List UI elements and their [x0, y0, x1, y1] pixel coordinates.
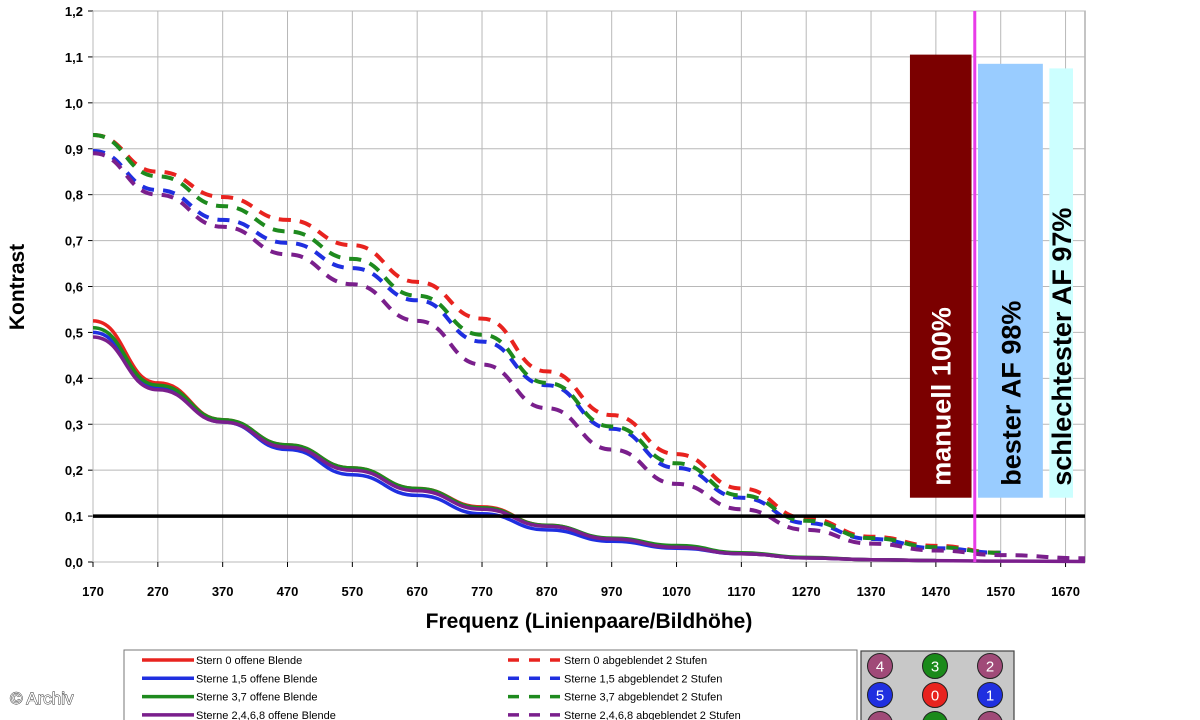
y-tick-label: 1,0	[65, 96, 83, 111]
legend-label: Sterne 1,5 abgeblendet 2 Stufen	[564, 673, 722, 685]
y-tick-label: 0,8	[65, 188, 83, 203]
y-tick-label: 1,1	[65, 50, 83, 65]
focus-bar	[909, 54, 972, 498]
y-tick-label: 0,6	[65, 280, 83, 295]
x-tick-label: 1570	[986, 584, 1015, 599]
x-tick-label: 970	[601, 584, 623, 599]
star-key-number: 3	[931, 659, 939, 676]
y-tick-label: 0,0	[65, 555, 83, 570]
star-key-circle	[977, 653, 1003, 679]
x-tick-label: 1170	[727, 584, 755, 599]
watermark: © Archiv	[10, 689, 74, 708]
star-key-circle	[867, 711, 893, 720]
legend-label: Sterne 1,5 offene Blende	[196, 673, 318, 685]
x-tick-label: 1470	[921, 584, 950, 599]
series-layer	[92, 133, 1086, 564]
y-tick-label: 1,2	[65, 4, 83, 19]
legend-label: Sterne 2,4,6,8 offene Blende	[196, 710, 336, 720]
reference-lines	[93, 11, 1085, 562]
legend-label: Stern 0 abgeblendet 2 Stufen	[564, 655, 707, 667]
star-key-circle	[867, 653, 893, 679]
star-key-circle	[922, 653, 948, 679]
bars-layer: manuell 100% bester AF 98% schlechtester A…	[909, 54, 1077, 498]
star-key: 4 3 2 5 0 1	[860, 650, 1015, 720]
focus-bar-label: bester AF 98%	[996, 301, 1026, 486]
y-tick-label: 0,4	[65, 371, 84, 386]
y-tick-label: 0,3	[65, 417, 83, 432]
focus-bar-label: schlechtester AF 97%	[1047, 208, 1077, 486]
legend-label: Sterne 3,7 abgeblendet 2 Stufen	[564, 692, 722, 704]
series-line	[92, 335, 1086, 564]
star-key-number: 2	[986, 659, 994, 676]
x-tick-label: 470	[277, 584, 299, 599]
x-tick-label: 270	[147, 584, 169, 599]
y-tick-label: 0,5	[65, 325, 83, 340]
star-key-number: 1	[986, 688, 994, 705]
x-tick-label: 670	[406, 584, 428, 599]
x-axis-title: Frequenz (Linienpaare/Bildhöhe)	[426, 610, 753, 633]
x-tick-label: 870	[536, 584, 558, 599]
x-tick-label: 1370	[857, 584, 886, 599]
star-key-circle	[867, 682, 893, 708]
x-tick-label: 1270	[792, 584, 821, 599]
y-tick-label: 0,1	[65, 509, 83, 524]
focus-bar	[1049, 68, 1073, 498]
focus-bar-label: manuell 100%	[927, 307, 957, 486]
x-tick-label: 170	[82, 584, 104, 599]
series-line	[92, 151, 1086, 561]
x-tick-label: 1670	[1051, 584, 1080, 599]
x-tick-label: 570	[341, 584, 363, 599]
star-key-number: 4	[876, 659, 884, 676]
star-key-circle	[922, 711, 948, 720]
y-axis-title: Kontrast	[6, 244, 29, 330]
star-key-circle	[977, 682, 1003, 708]
x-tick-label: 770	[471, 584, 493, 599]
star-key-number: 0	[931, 688, 939, 705]
x-tick-label: 370	[212, 584, 234, 599]
star-key-number: 5	[876, 688, 884, 705]
y-tick-label: 0,2	[65, 463, 83, 478]
legend-label: Sterne 2,4,6,8 abgeblendet 2 Stufen	[564, 710, 741, 720]
star-key-circle	[977, 711, 1003, 720]
focus-bar	[978, 63, 1043, 498]
y-tick-label: 0,7	[65, 234, 83, 249]
legend: Stern 0 offene Blende Sterne 1,5 offene B…	[123, 649, 858, 720]
series-line	[92, 133, 1001, 555]
x-tick-label: 1070	[662, 584, 691, 599]
legend-label: Stern 0 offene Blende	[196, 655, 302, 667]
legend-label: Sterne 3,7 offene Blende	[196, 692, 318, 704]
y-tick-label: 0,9	[65, 142, 83, 157]
star-key-circle	[922, 682, 948, 708]
legend-frame	[123, 649, 858, 720]
tick-labels: 0,0 0,1 0,2 0,3 0,4 0,5 0,6 0,7 0,8 0,9 1,0 1,1 1,2 1…	[65, 4, 1080, 599]
